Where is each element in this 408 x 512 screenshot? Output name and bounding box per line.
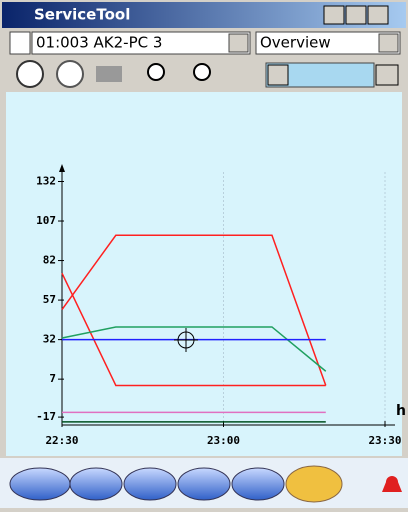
device-select[interactable] [31,31,251,55]
y-tick-label: 7 [49,372,56,385]
y-tick-label: 57 [43,293,56,306]
series-line [61,272,326,387]
x-tick-label: 23:00 [207,434,240,447]
x-tick-label: 23:30 [368,434,401,447]
crosshair [174,328,198,352]
y-tick-label: 32 [43,333,56,346]
y-tick-label: -17 [36,410,56,423]
y-arrow [59,164,65,172]
y-tick-label: 82 [43,254,56,267]
y-tick-label: 132 [36,174,56,187]
view-text: Overview [260,34,331,52]
window-buttons[interactable] [323,5,389,25]
series-line [61,234,327,386]
lock-button[interactable] [9,31,31,55]
window-title: ServiceTool [34,6,130,24]
chart-area [6,92,402,456]
x-tick-label: 22:30 [45,434,78,447]
view-dropdown[interactable] [378,33,399,53]
toolbar[interactable] [16,60,399,88]
view-select[interactable] [255,31,401,55]
device-dropdown[interactable] [228,33,249,53]
series-line [61,326,327,372]
x-axis-label: h [396,403,406,419]
y-tick-label: 107 [36,214,56,227]
device-text: 01:003 AK2-PC 3 [36,34,162,52]
bottom-buttons[interactable] [9,465,402,503]
